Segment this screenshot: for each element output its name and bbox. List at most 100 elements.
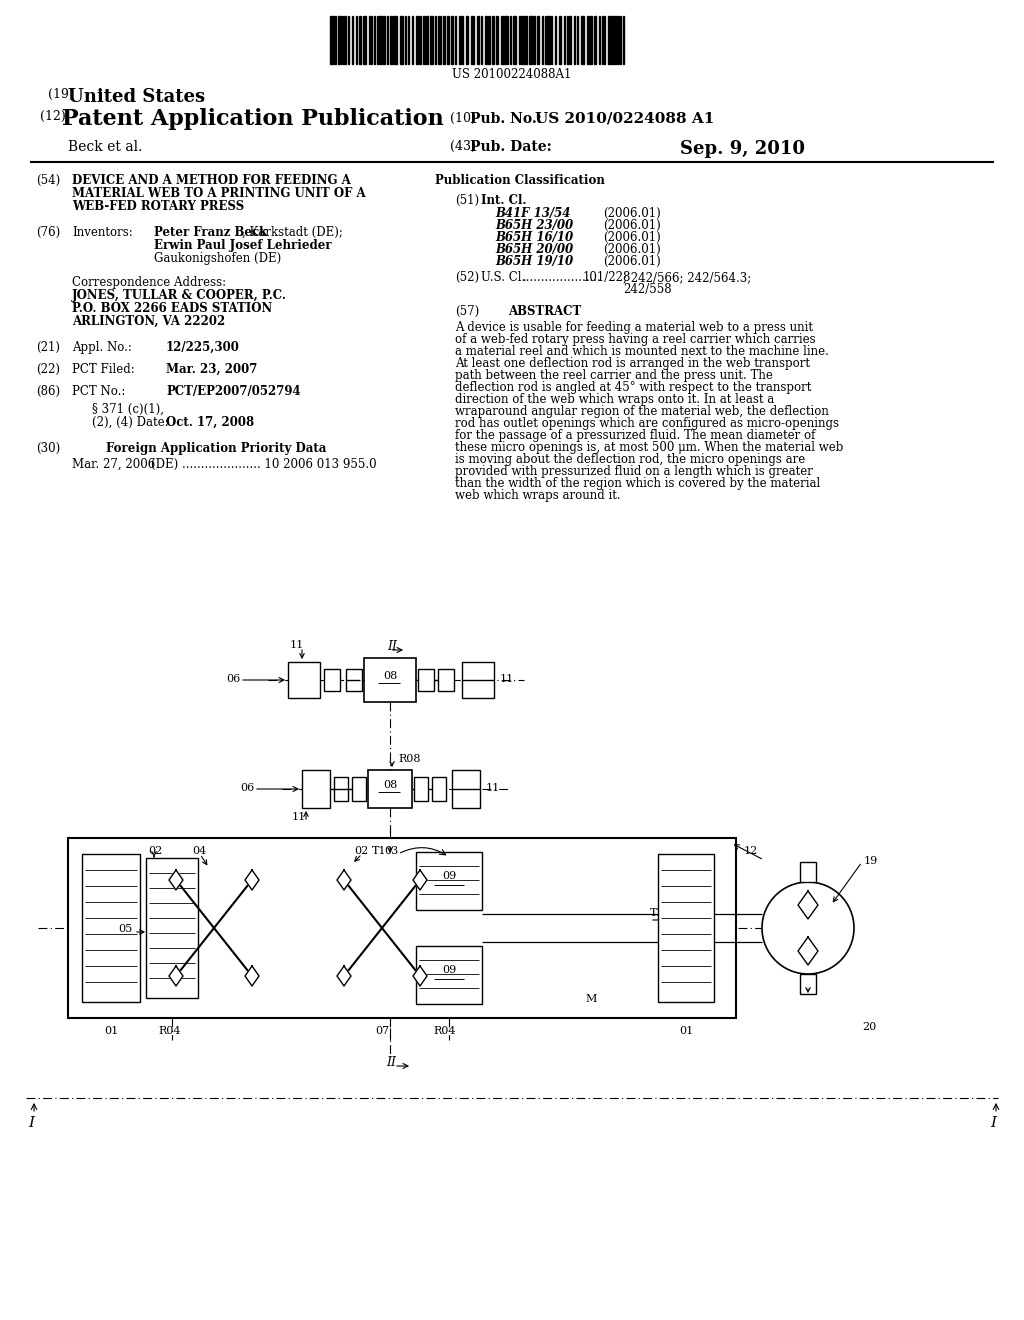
Polygon shape: [581, 16, 584, 63]
Text: Erwin Paul Josef Lehrieder: Erwin Paul Josef Lehrieder: [154, 239, 332, 252]
Text: 11: 11: [290, 640, 304, 649]
Text: Inventors:: Inventors:: [72, 226, 133, 239]
Text: a material reel and which is mounted next to the machine line.: a material reel and which is mounted nex…: [455, 345, 828, 358]
Text: R08: R08: [398, 754, 421, 764]
Polygon shape: [447, 16, 449, 63]
Polygon shape: [426, 16, 428, 63]
Text: Publication Classification: Publication Classification: [435, 174, 605, 187]
Text: B65H 16/10: B65H 16/10: [495, 231, 573, 244]
Text: (54): (54): [36, 174, 60, 187]
Text: II: II: [386, 1056, 396, 1069]
Text: Appl. No.:: Appl. No.:: [72, 341, 132, 354]
Text: DEVICE AND A METHOD FOR FEEDING A: DEVICE AND A METHOD FOR FEEDING A: [72, 174, 351, 187]
Polygon shape: [611, 16, 613, 63]
Text: (2006.01): (2006.01): [603, 243, 660, 256]
Text: ABSTRACT: ABSTRACT: [508, 305, 582, 318]
Polygon shape: [617, 16, 618, 63]
Bar: [452, 770, 480, 808]
Text: (22): (22): [36, 363, 60, 376]
Bar: [82, 854, 140, 1002]
Text: .....................: .....................: [523, 271, 602, 284]
Text: I: I: [28, 1115, 34, 1130]
Polygon shape: [471, 16, 474, 63]
Polygon shape: [413, 870, 427, 890]
Text: At least one deflection rod is arranged in the web transport: At least one deflection rod is arranged …: [455, 356, 810, 370]
Text: United States: United States: [68, 88, 205, 106]
Text: Int. Cl.: Int. Cl.: [481, 194, 526, 207]
Text: (2), (4) Date:: (2), (4) Date:: [92, 416, 169, 429]
Text: (10): (10): [450, 112, 476, 125]
Text: P.O. BOX 2266 EADS STATION: P.O. BOX 2266 EADS STATION: [72, 302, 272, 315]
Text: (76): (76): [36, 226, 60, 239]
Text: II: II: [387, 640, 397, 653]
Text: , Karkstadt (DE);: , Karkstadt (DE);: [242, 226, 343, 239]
Text: of a web-fed rotary press having a reel carrier which carries: of a web-fed rotary press having a reel …: [455, 333, 816, 346]
Polygon shape: [416, 16, 418, 63]
Bar: [462, 663, 494, 698]
Bar: [438, 669, 454, 690]
Polygon shape: [169, 966, 183, 986]
Text: WEB-FED ROTARY PRESS: WEB-FED ROTARY PRESS: [72, 201, 245, 213]
Polygon shape: [569, 16, 571, 63]
Text: (2006.01): (2006.01): [603, 219, 660, 232]
Text: 12/225,300: 12/225,300: [166, 341, 240, 354]
Text: 09: 09: [442, 965, 456, 975]
Polygon shape: [587, 16, 589, 63]
Text: Patent Application Publication: Patent Application Publication: [62, 108, 443, 129]
Text: Correspondence Address:: Correspondence Address:: [72, 276, 226, 289]
Text: for the passage of a pressurized fluid. The mean diameter of: for the passage of a pressurized fluid. …: [455, 429, 815, 442]
Polygon shape: [423, 16, 425, 63]
Text: (2006.01): (2006.01): [603, 231, 660, 244]
Polygon shape: [608, 16, 610, 63]
Text: 101/228: 101/228: [583, 271, 632, 284]
Polygon shape: [245, 966, 259, 986]
Polygon shape: [466, 16, 468, 63]
Bar: [146, 858, 198, 998]
Text: R04: R04: [434, 1026, 457, 1036]
Bar: [658, 854, 714, 1002]
Bar: [334, 777, 348, 801]
Polygon shape: [521, 16, 523, 63]
Text: 04: 04: [193, 846, 206, 855]
Text: I: I: [990, 1115, 996, 1130]
Text: provided with pressurized fluid on a length which is greater: provided with pressurized fluid on a len…: [455, 465, 813, 478]
Text: (21): (21): [36, 341, 60, 354]
Text: U.S. Cl.: U.S. Cl.: [481, 271, 525, 284]
Text: (51): (51): [455, 194, 479, 207]
Bar: [416, 946, 482, 1005]
Polygon shape: [413, 966, 427, 986]
Text: MATERIAL WEB TO A PRINTING UNIT OF A: MATERIAL WEB TO A PRINTING UNIT OF A: [72, 187, 366, 201]
Text: Mar. 23, 2007: Mar. 23, 2007: [166, 363, 257, 376]
Polygon shape: [419, 16, 421, 63]
Text: (57): (57): [455, 305, 479, 318]
Polygon shape: [245, 870, 259, 890]
Text: wraparound angular region of the material web, the deflection: wraparound angular region of the materia…: [455, 405, 828, 418]
Polygon shape: [443, 16, 445, 63]
Text: Beck et al.: Beck et al.: [68, 140, 142, 154]
Bar: [368, 770, 412, 808]
Polygon shape: [337, 870, 351, 890]
Text: Pub. Date:: Pub. Date:: [470, 140, 552, 154]
Text: 02: 02: [148, 846, 162, 855]
Text: B65H 20/00: B65H 20/00: [495, 243, 573, 256]
Polygon shape: [359, 16, 361, 63]
Text: Mar. 27, 2006: Mar. 27, 2006: [72, 458, 156, 471]
Polygon shape: [459, 16, 461, 63]
Bar: [364, 657, 416, 702]
Text: T1: T1: [372, 846, 386, 855]
Text: PCT/EP2007/052794: PCT/EP2007/052794: [166, 385, 301, 399]
Bar: [432, 777, 446, 801]
Polygon shape: [559, 16, 561, 63]
Polygon shape: [492, 16, 494, 63]
Text: Oct. 17, 2008: Oct. 17, 2008: [166, 416, 254, 429]
Text: direction of the web which wraps onto it. In at least a: direction of the web which wraps onto it…: [455, 393, 774, 407]
Text: Pub. No.:: Pub. No.:: [470, 112, 542, 125]
Polygon shape: [547, 16, 550, 63]
Polygon shape: [430, 16, 433, 63]
Polygon shape: [614, 16, 616, 63]
Text: path between the reel carrier and the press unit. The: path between the reel carrier and the pr…: [455, 370, 773, 381]
Polygon shape: [590, 16, 592, 63]
Text: T2: T2: [650, 908, 665, 917]
Text: R04: R04: [159, 1026, 181, 1036]
Bar: [352, 777, 366, 801]
